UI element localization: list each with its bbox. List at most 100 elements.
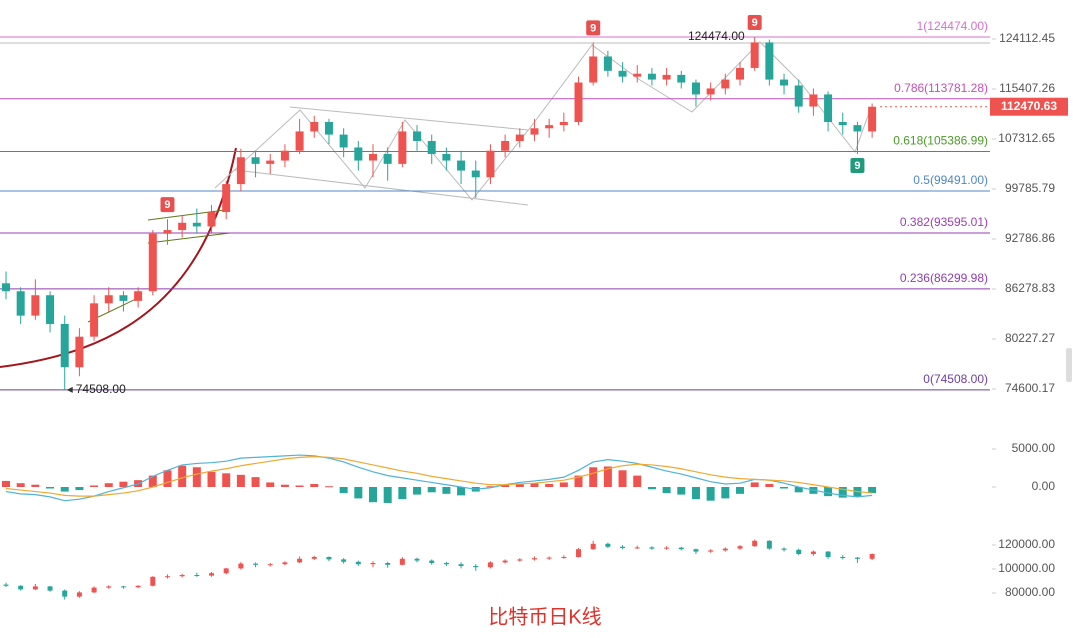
fib-label: 0.5(99491.00) bbox=[913, 173, 988, 187]
candle-body bbox=[179, 575, 185, 577]
candle-body bbox=[662, 74, 671, 80]
candle-body bbox=[383, 153, 392, 164]
candle-body bbox=[280, 150, 289, 161]
macd-bar bbox=[486, 486, 495, 488]
candle-body bbox=[150, 576, 156, 586]
macd-bar bbox=[794, 487, 803, 493]
candle-body bbox=[429, 560, 435, 563]
macd-bar bbox=[545, 483, 554, 488]
candle-body bbox=[618, 70, 627, 77]
td-marker bbox=[160, 197, 175, 213]
candle-body bbox=[458, 564, 464, 566]
candle-body bbox=[178, 222, 187, 231]
macd-bar bbox=[427, 487, 436, 493]
candle-body bbox=[502, 560, 508, 563]
td-marker-label: 9 bbox=[164, 199, 170, 211]
candle-body bbox=[2, 283, 10, 292]
candle-body bbox=[824, 94, 833, 122]
candle-body bbox=[385, 563, 391, 565]
y-tick-label: 0.00 bbox=[1032, 479, 1056, 493]
candle-body bbox=[854, 557, 860, 559]
candle-body bbox=[399, 558, 405, 565]
candle-body bbox=[501, 141, 510, 151]
candle-body bbox=[295, 131, 304, 151]
candle-body bbox=[781, 548, 787, 550]
macd-bar bbox=[369, 487, 377, 503]
macd-bar bbox=[515, 483, 524, 488]
macd-bar bbox=[442, 487, 451, 494]
candle-body bbox=[16, 291, 25, 316]
candle-body bbox=[266, 160, 275, 164]
candle-body bbox=[868, 106, 877, 132]
candle-body bbox=[192, 222, 201, 227]
macd-bar bbox=[736, 487, 744, 494]
candle-body bbox=[634, 547, 640, 549]
candle-body bbox=[341, 559, 347, 562]
fib-label: 0.236(86299.98) bbox=[900, 271, 988, 285]
last-price-label: 112470.63 bbox=[1001, 99, 1057, 113]
candle-body bbox=[620, 546, 626, 548]
y-tick-label: 100000.00 bbox=[998, 561, 1055, 575]
y-tick-label: 99785.79 bbox=[1005, 181, 1055, 195]
macd-bar bbox=[662, 487, 671, 494]
macd-bar bbox=[148, 475, 157, 488]
candle-body bbox=[135, 585, 141, 588]
channel-drawing bbox=[234, 106, 529, 206]
macd-bar bbox=[60, 487, 69, 492]
candle-body bbox=[60, 323, 69, 368]
candle-body bbox=[238, 563, 244, 569]
fib-label: 0.382(93595.01) bbox=[900, 215, 988, 229]
candle-body bbox=[545, 125, 554, 129]
macd-bar bbox=[559, 482, 568, 488]
macd-bar bbox=[266, 482, 275, 488]
macd-bar bbox=[618, 470, 627, 488]
candle-body bbox=[297, 558, 303, 563]
y-tick-label: 74600.17 bbox=[1005, 381, 1055, 395]
macd-bar bbox=[780, 487, 789, 489]
candle-body bbox=[722, 548, 728, 551]
y-tick-label: 124112.45 bbox=[999, 31, 1055, 45]
candle-body bbox=[62, 590, 68, 597]
macd-bar bbox=[31, 484, 40, 488]
candle-body bbox=[546, 557, 552, 559]
candle-body bbox=[369, 153, 377, 161]
candle-body bbox=[236, 157, 245, 185]
candle-body bbox=[649, 547, 655, 549]
candle-body bbox=[148, 233, 157, 292]
candle-body bbox=[134, 291, 143, 301]
candle-body bbox=[517, 559, 523, 561]
macd-bar bbox=[383, 487, 392, 503]
candle-body bbox=[737, 546, 743, 549]
candle-body bbox=[810, 551, 816, 554]
macd-bar bbox=[589, 467, 598, 488]
macd-bar bbox=[750, 482, 759, 488]
candle-body bbox=[693, 549, 699, 552]
macd-bar bbox=[222, 473, 231, 488]
candle-body bbox=[310, 121, 319, 132]
candle-body bbox=[32, 586, 38, 590]
macd-bar bbox=[838, 487, 847, 498]
macd-bar bbox=[413, 487, 422, 495]
low-arrow bbox=[66, 386, 73, 393]
y-tick-label: 5000.00 bbox=[1012, 441, 1056, 455]
y-tick-label: 115407.26 bbox=[999, 81, 1055, 95]
scrollbar[interactable] bbox=[1066, 348, 1072, 382]
candle-body bbox=[339, 134, 348, 148]
candle-body bbox=[721, 79, 730, 89]
macd-bar bbox=[706, 487, 715, 501]
candle-body bbox=[531, 558, 537, 560]
candle-body bbox=[530, 128, 539, 135]
macd-bar bbox=[691, 487, 700, 500]
fib-label: 1(124474.00) bbox=[917, 19, 988, 33]
macd-bar bbox=[310, 483, 319, 488]
candle-body bbox=[443, 563, 449, 565]
candle-body bbox=[3, 584, 9, 586]
candle-body bbox=[486, 150, 495, 178]
y-tick-label: 80000.00 bbox=[1005, 585, 1055, 599]
candle-body bbox=[853, 125, 862, 132]
macd-bar bbox=[339, 487, 348, 494]
candle-body bbox=[677, 74, 686, 83]
y-tick-label: 107312.65 bbox=[998, 131, 1055, 145]
low-label: 74508.00 bbox=[76, 382, 126, 396]
candle-body bbox=[605, 543, 611, 547]
